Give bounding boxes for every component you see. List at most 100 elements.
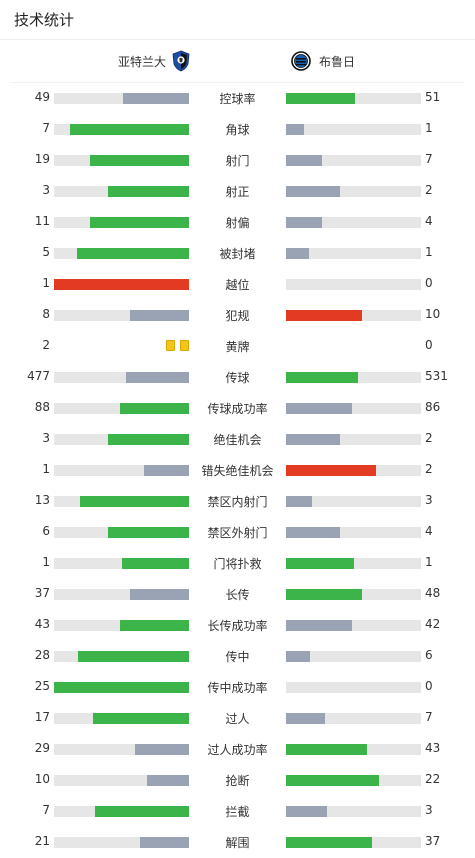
away-stat-value: 0 (425, 276, 433, 290)
home-stat-value: 1 (42, 555, 50, 569)
stat-label: 角球 (225, 123, 250, 137)
home-stat-bar (90, 155, 189, 166)
away-stat-bar (286, 434, 340, 445)
away-stat-bar (286, 744, 367, 755)
away-stat-bar-track (286, 279, 421, 290)
home-stat-bar-track (54, 713, 189, 724)
home-stat-bar (121, 558, 189, 569)
away-stat-bar-track (286, 217, 421, 228)
away-stat-value: 1 (425, 555, 433, 569)
home-stat-bar-track (54, 496, 189, 507)
away-stat-bar-track (286, 93, 421, 104)
home-stat-value: 13 (34, 493, 50, 507)
stat-label: 黄牌 (225, 340, 250, 354)
away-stat-bar-track (286, 620, 421, 631)
away-stat-bar-track (286, 465, 421, 476)
home-stat-bar-track (54, 589, 189, 600)
yellow-card-icon (166, 340, 175, 351)
stat-label: 禁区外射门 (207, 526, 268, 540)
home-stat-value: 7 (42, 121, 50, 135)
away-stat-bar (286, 93, 355, 104)
stat-label: 绝佳机会 (213, 433, 262, 447)
away-team-name: 布鲁日 (319, 54, 356, 69)
home-stat-value: 2 (42, 338, 50, 352)
away-stat-value: 2 (425, 462, 433, 476)
away-stat-value: 22 (425, 772, 441, 786)
page-title: 技术统计 (0, 0, 475, 40)
away-stat-bar-track (286, 434, 421, 445)
away-stat-value: 2 (425, 183, 433, 197)
away-stat-value: 7 (425, 152, 433, 166)
home-stat-bar-track (54, 620, 189, 631)
stat-label: 传中成功率 (207, 681, 268, 695)
home-stat-bar (108, 434, 189, 445)
away-stat-bar-track (286, 186, 421, 197)
stat-label: 门将扑救 (213, 557, 262, 571)
home-stat-value: 1 (42, 462, 50, 476)
home-stat-bar (90, 217, 189, 228)
home-stat-bar (93, 713, 189, 724)
yellow-card-icon (180, 340, 189, 351)
away-stat-value: 10 (425, 307, 441, 321)
away-stat-bar (286, 124, 304, 135)
away-stat-value: 51 (425, 90, 441, 104)
stat-row: 7 角球 1 (0, 114, 475, 145)
stat-label: 越位 (225, 278, 250, 292)
atalanta-crest-icon (172, 50, 190, 72)
stat-label: 解围 (225, 836, 250, 850)
club-brugge-crest-icon (291, 51, 311, 71)
away-stat-value: 37 (425, 834, 441, 848)
home-stat-value: 11 (34, 214, 50, 228)
home-stat-bar (94, 806, 189, 817)
home-stat-bar-track (54, 217, 189, 228)
away-stat-bar (286, 651, 311, 662)
away-stat-value: 43 (425, 741, 441, 755)
home-stat-value: 49 (34, 90, 50, 104)
stat-row: 10 抢断 22 (0, 765, 475, 796)
stat-label: 拦截 (225, 805, 250, 819)
away-stat-bar (286, 620, 353, 631)
away-stat-bar-track (286, 248, 421, 259)
stat-label: 过人 (225, 712, 250, 726)
home-stat-value: 29 (34, 741, 50, 755)
home-team[interactable]: 亚特兰大 (118, 40, 190, 82)
away-stat-bar (286, 465, 377, 476)
stat-row: 29 过人成功率 43 (0, 734, 475, 765)
away-team[interactable]: 布鲁日 (291, 40, 355, 82)
away-stat-bar (286, 310, 362, 321)
home-stat-bar-track (54, 527, 189, 538)
home-stat-value: 8 (42, 307, 50, 321)
away-stat-bar (286, 372, 358, 383)
home-stat-bar (78, 651, 189, 662)
away-stat-bar-track (286, 744, 421, 755)
away-stat-value: 6 (425, 648, 433, 662)
home-stat-bar-track (54, 837, 189, 848)
home-stat-bar-track (54, 248, 189, 259)
stat-row: 5 被封堵 1 (0, 238, 475, 269)
away-stat-bar (286, 775, 380, 786)
away-stat-value: 0 (425, 679, 433, 693)
away-stat-value: 7 (425, 710, 433, 724)
away-stat-bar-track (286, 713, 421, 724)
stat-label: 射偏 (225, 216, 250, 230)
home-stat-value: 21 (34, 834, 50, 848)
stat-row: 7 拦截 3 (0, 796, 475, 827)
away-stat-bar (286, 589, 362, 600)
away-stat-bar (286, 186, 340, 197)
home-stat-bar (120, 403, 189, 414)
home-stat-bar-track (54, 124, 189, 135)
away-stat-value: 86 (425, 400, 441, 414)
stat-label: 传球成功率 (207, 402, 268, 416)
away-stat-bar (286, 527, 340, 538)
away-stat-value: 2 (425, 431, 433, 445)
home-stat-bar-track (54, 434, 189, 445)
away-stat-value: 42 (425, 617, 441, 631)
stat-label: 犯规 (225, 309, 250, 323)
home-stat-value: 6 (42, 524, 50, 538)
home-stat-value: 477 (27, 369, 50, 383)
home-stat-bar-track (54, 93, 189, 104)
home-stat-bar (125, 372, 189, 383)
stats-list: 49 控球率 51 7 角球 1 19 射门 7 3 射正 2 11 射偏 4 5 被封堵 1 1 越位 0 8 犯规 10 2… (0, 83, 475, 858)
stat-row: 1 门将扑救 1 (0, 548, 475, 579)
away-stat-bar (286, 558, 354, 569)
